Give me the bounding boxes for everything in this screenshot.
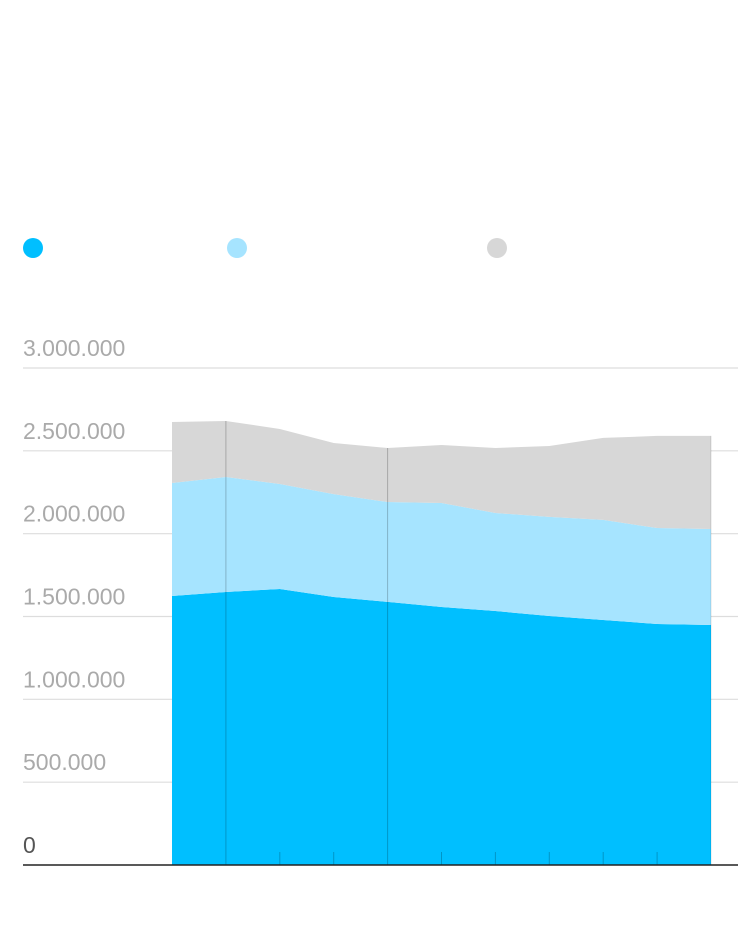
area-series-2 (172, 421, 711, 530)
y-tick-label: 500.000 (23, 749, 106, 775)
legend-marker-0 (23, 238, 43, 258)
legend-marker-1 (227, 238, 247, 258)
y-tick-label: 3.000.000 (23, 335, 125, 361)
y-tick-label: 1.000.000 (23, 666, 125, 692)
y-tick-label: 0 (23, 832, 36, 858)
y-tick-label: 2.000.000 (23, 501, 125, 527)
areas (172, 421, 711, 865)
legend (23, 238, 507, 258)
area-series-1 (172, 477, 711, 625)
y-tick-label: 1.500.000 (23, 584, 125, 610)
area-series-0 (172, 588, 711, 865)
vertical-lines (225, 421, 712, 865)
legend-marker-2 (487, 238, 507, 258)
y-tick-labels: 0 500.000 1.000.000 1.500.000 2.000.000 2.500… (23, 335, 125, 858)
y-tick-label: 2.500.000 (23, 418, 125, 444)
